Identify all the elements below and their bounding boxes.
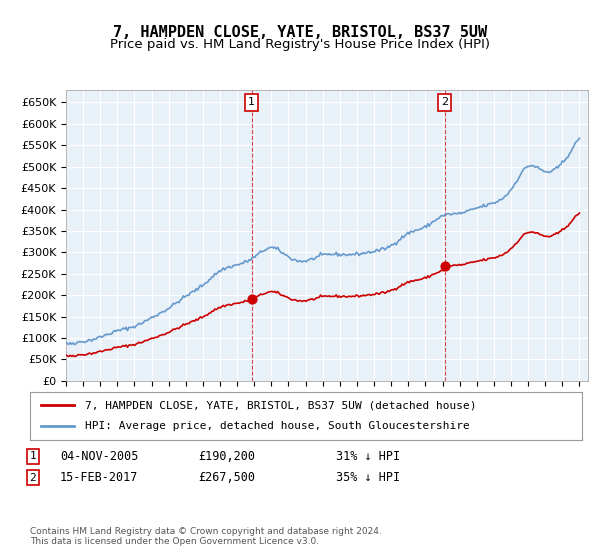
Text: £190,200: £190,200 — [198, 450, 255, 463]
Point — [440, 262, 449, 270]
Text: Contains HM Land Registry data © Crown copyright and database right 2024.
This d: Contains HM Land Registry data © Crown c… — [30, 526, 382, 546]
Text: 2: 2 — [441, 97, 448, 108]
Text: £267,500: £267,500 — [198, 471, 255, 484]
Text: HPI: Average price, detached house, South Gloucestershire: HPI: Average price, detached house, Sout… — [85, 421, 470, 431]
Text: 1: 1 — [248, 97, 255, 108]
Text: 15-FEB-2017: 15-FEB-2017 — [60, 471, 139, 484]
Text: 1: 1 — [29, 451, 37, 461]
Text: 31% ↓ HPI: 31% ↓ HPI — [336, 450, 400, 463]
Text: Price paid vs. HM Land Registry's House Price Index (HPI): Price paid vs. HM Land Registry's House … — [110, 38, 490, 50]
Point — [247, 295, 256, 304]
Text: 35% ↓ HPI: 35% ↓ HPI — [336, 471, 400, 484]
Text: 04-NOV-2005: 04-NOV-2005 — [60, 450, 139, 463]
Text: 2: 2 — [29, 473, 37, 483]
Text: 7, HAMPDEN CLOSE, YATE, BRISTOL, BS37 5UW: 7, HAMPDEN CLOSE, YATE, BRISTOL, BS37 5U… — [113, 25, 487, 40]
Text: 7, HAMPDEN CLOSE, YATE, BRISTOL, BS37 5UW (detached house): 7, HAMPDEN CLOSE, YATE, BRISTOL, BS37 5U… — [85, 400, 476, 410]
